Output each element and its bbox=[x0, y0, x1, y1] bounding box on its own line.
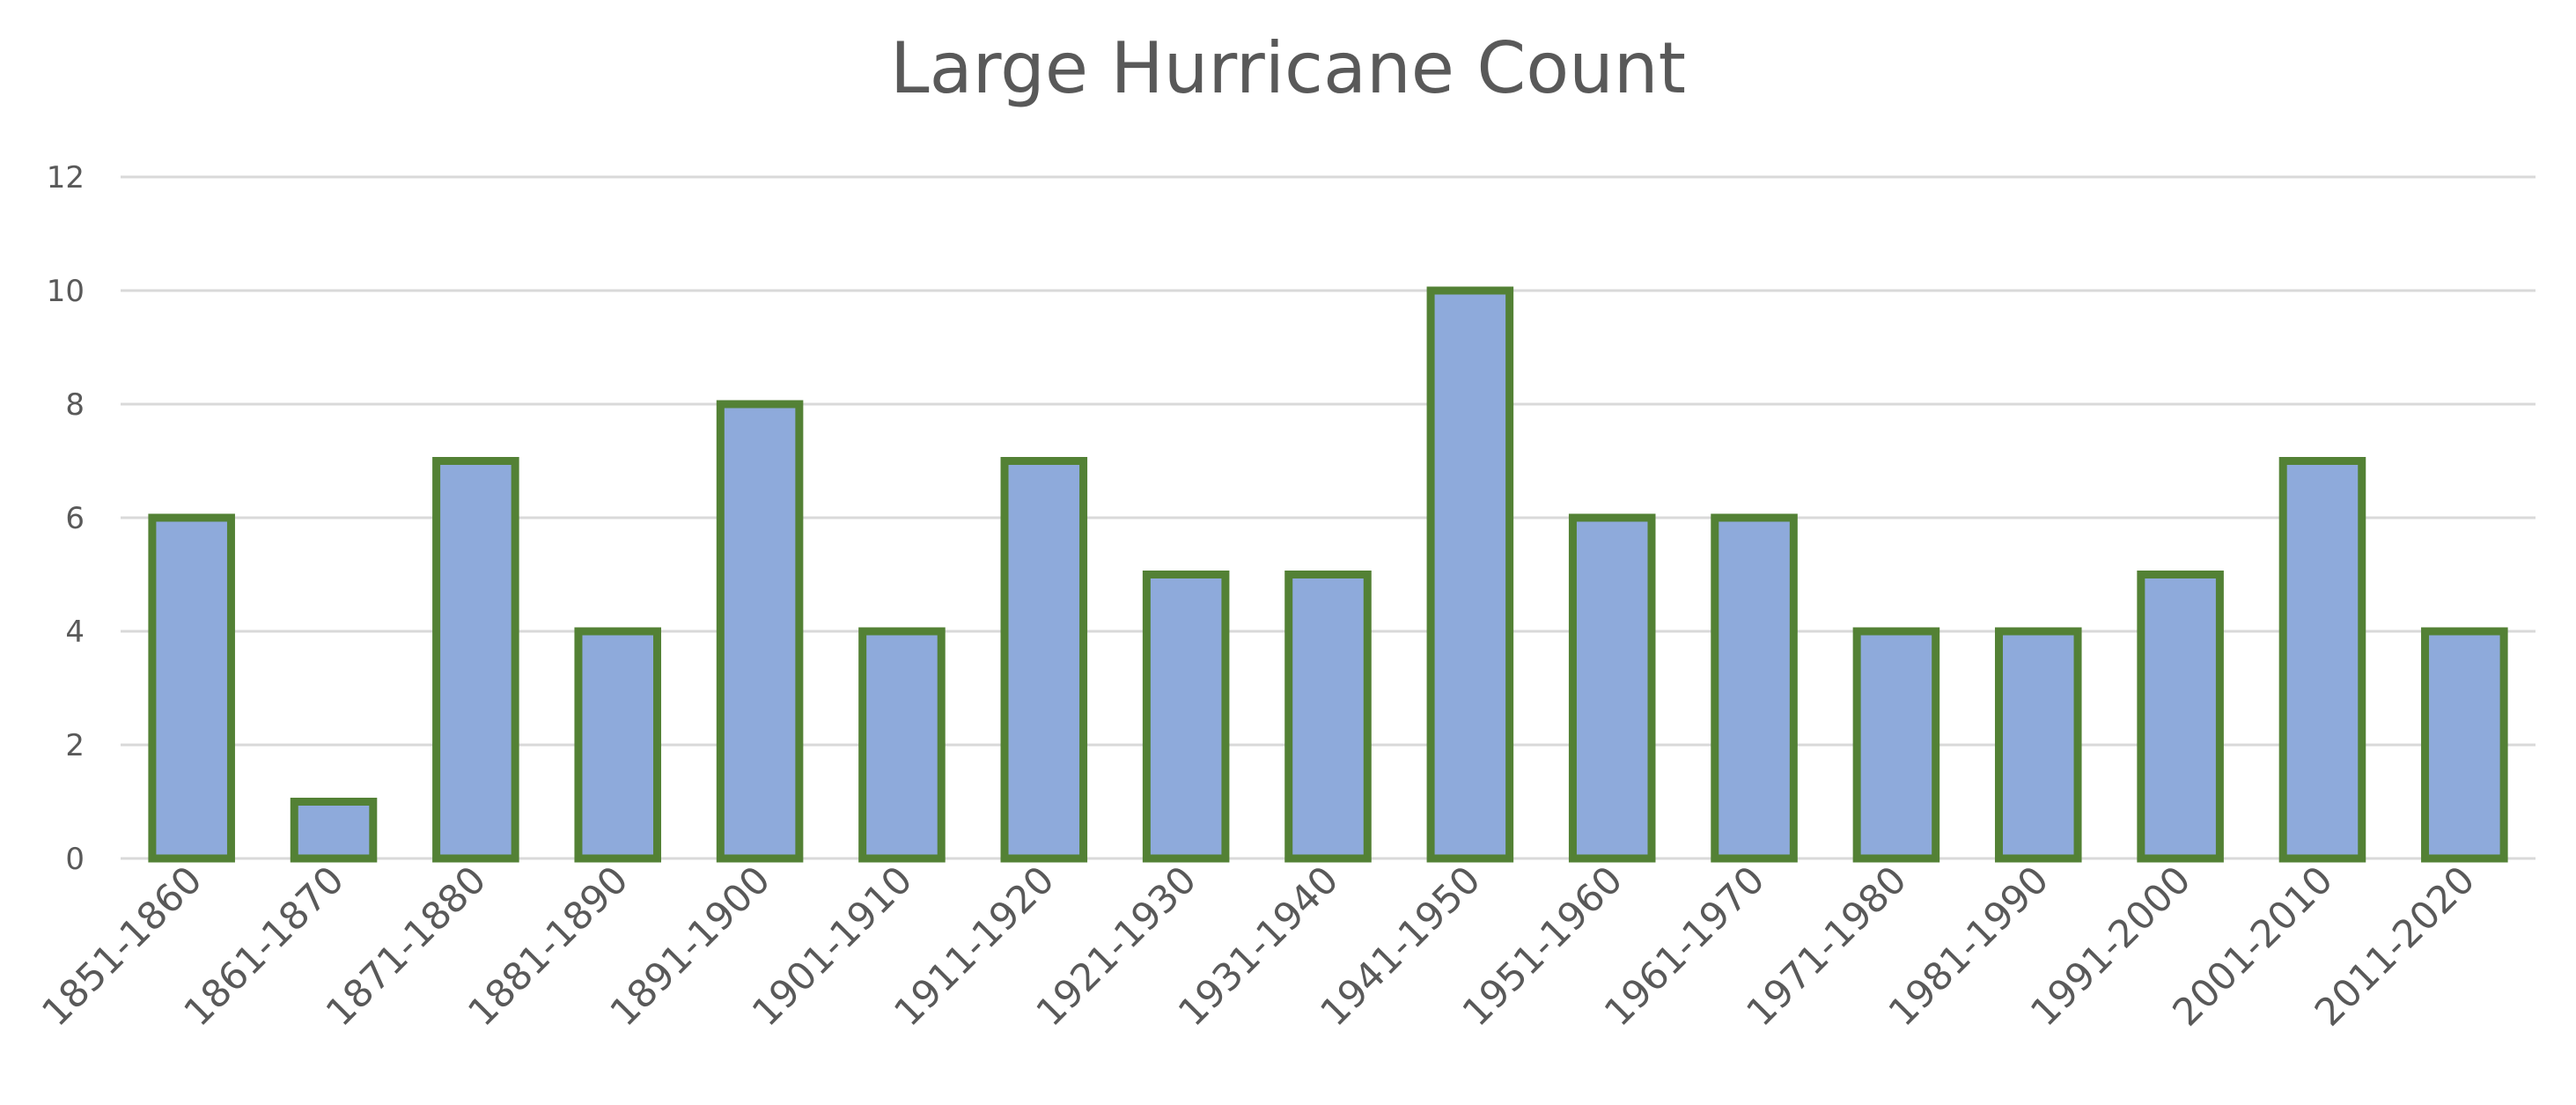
bar-1931-1940 bbox=[1284, 571, 1372, 863]
bar-1951-1960 bbox=[1568, 513, 1656, 863]
bar-1941-1950 bbox=[1426, 286, 1514, 863]
bar-2011-2020 bbox=[2421, 627, 2508, 863]
bar-1861-1870 bbox=[290, 798, 378, 863]
x-axis-ticks: 1851-18601861-18701871-18801881-18901891… bbox=[33, 858, 2484, 1035]
y-tick-label: 12 bbox=[47, 160, 85, 195]
bar-1871-1880 bbox=[432, 457, 519, 863]
y-tick-label: 2 bbox=[65, 728, 85, 763]
bar-1981-1990 bbox=[1994, 627, 2082, 863]
bar-1971-1980 bbox=[1852, 627, 1940, 863]
bar-1921-1930 bbox=[1142, 571, 1230, 863]
y-tick-label: 4 bbox=[65, 615, 85, 650]
bar-1911-1920 bbox=[1000, 457, 1088, 863]
bar-1891-1900 bbox=[716, 400, 804, 863]
y-tick-label: 8 bbox=[65, 387, 85, 423]
bar-1881-1890 bbox=[574, 627, 662, 863]
chart-title: Large Hurricane Count bbox=[890, 27, 1686, 109]
bar-1901-1910 bbox=[858, 627, 946, 863]
y-tick-label: 6 bbox=[65, 501, 85, 536]
bar-2001-2010 bbox=[2278, 457, 2366, 863]
bar-1991-2000 bbox=[2137, 571, 2224, 863]
bar-1961-1970 bbox=[1711, 513, 1798, 863]
bar-1851-1860 bbox=[148, 513, 235, 863]
y-tick-label: 0 bbox=[65, 842, 85, 877]
y-tick-label: 10 bbox=[47, 274, 85, 309]
bars bbox=[148, 286, 2508, 863]
y-axis-ticks: 0 2 4 6 8 10 12 bbox=[47, 160, 85, 877]
